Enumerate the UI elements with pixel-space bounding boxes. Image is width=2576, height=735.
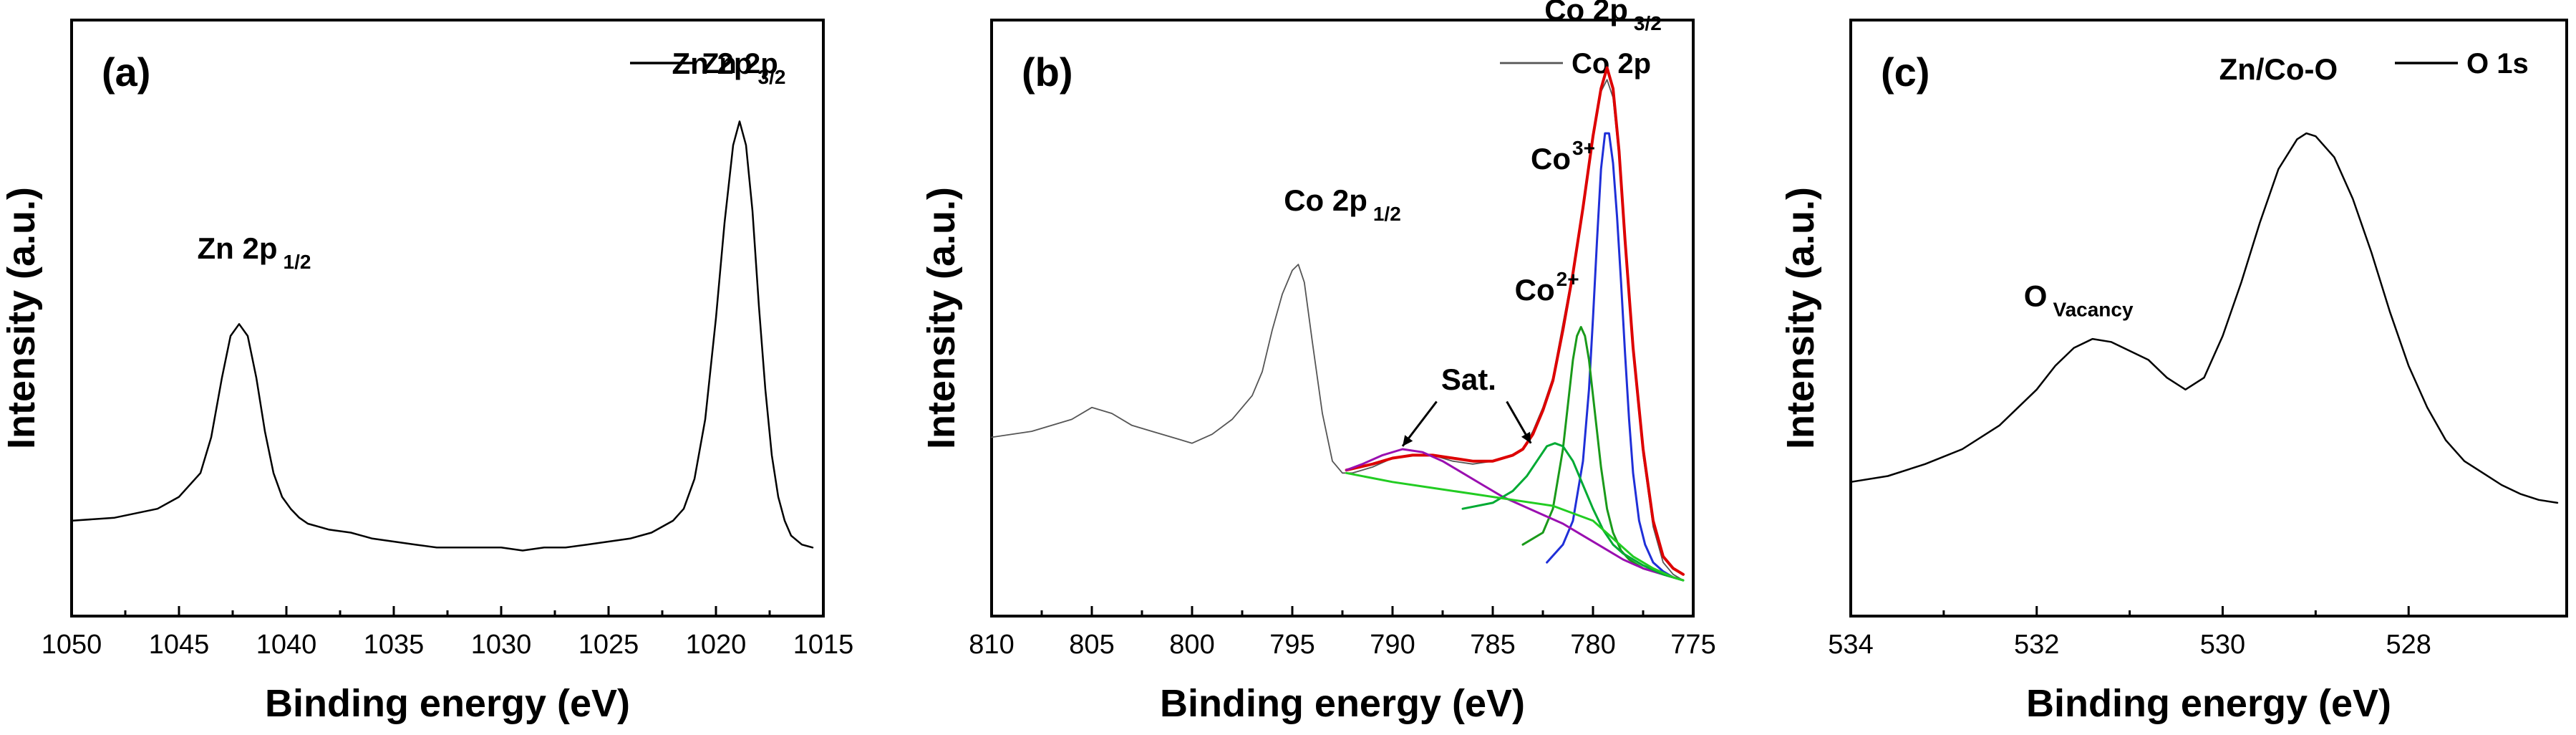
peak-annotation: Zn 2p 3/2	[672, 47, 786, 88]
annotation-text: Co 2p	[1544, 0, 1628, 27]
peak-annotation: Co 2p 1/2	[1284, 183, 1401, 225]
y-axis-label: Intensity (a.u.)	[1779, 187, 1822, 449]
legend-label: Zn 2p	[702, 48, 778, 80]
annotation-text: Co	[1531, 142, 1571, 176]
peak-annotation: Zn 2p 1/2	[198, 231, 311, 273]
x-tick-label: 785	[1470, 630, 1515, 660]
arrow-head	[1521, 431, 1531, 443]
series-line-o-1s	[1849, 132, 2559, 504]
x-axis-label: Binding energy (eV)	[2026, 682, 2391, 725]
annotation-superscript: 3+	[1572, 137, 1595, 159]
x-tick-label: 800	[1169, 630, 1214, 660]
x-tick-label: 1030	[471, 630, 532, 660]
annotation-text: Co	[1515, 273, 1555, 307]
x-tick-label: 1025	[578, 630, 639, 660]
annotation-text: Zn 2p	[198, 231, 278, 265]
annotation-superscript: 2+	[1556, 268, 1579, 290]
series-line-co3-component	[1546, 132, 1685, 582]
peak-annotation: O Vacancy	[2024, 279, 2134, 320]
x-tick-label: 1045	[149, 630, 210, 660]
panel-c: 534 532 530 528 Binding energy (eV) Intensity…	[1779, 19, 2568, 725]
legend-label: Co 2p	[1572, 48, 1651, 80]
plot-frame	[1849, 19, 2568, 618]
peak-annotation: Zn/Co-O	[2219, 52, 2338, 86]
x-tick-label: 780	[1570, 630, 1615, 660]
x-tick-label: 1040	[256, 630, 317, 660]
x-tick-label: 775	[1670, 630, 1715, 660]
x-tick-label: 805	[1069, 630, 1114, 660]
x-tick-label: 790	[1370, 630, 1415, 660]
annotation-subscript: 3/2	[1634, 12, 1662, 34]
plot-frame	[990, 19, 1695, 618]
x-tick-label: 534	[1828, 630, 1873, 660]
x-tick-label: 530	[2200, 630, 2245, 660]
series-line-zn-2p	[70, 120, 814, 552]
annotation-subscript: 1/2	[284, 251, 311, 273]
plot-frame	[70, 19, 825, 618]
panel-label: (c)	[1881, 49, 1929, 95]
annotation-text: O	[2024, 279, 2048, 312]
arrow-head	[1403, 435, 1413, 446]
peak-annotation: Sat.	[1441, 362, 1496, 396]
legend-label: O 1s	[2466, 48, 2529, 80]
x-tick-label: 795	[1269, 630, 1314, 660]
annotation-text: Sat.	[1441, 362, 1496, 396]
y-axis-label: Intensity (a.u.)	[0, 187, 43, 449]
peak-annotation: Co2+	[1515, 268, 1579, 307]
series-line-co3-satellite	[1345, 448, 1685, 582]
series-line-co2-satellite	[1461, 442, 1685, 582]
peak-annotation: Co3+	[1531, 137, 1595, 176]
annotation-text: Co 2p	[1284, 183, 1367, 217]
x-tick-label: 810	[969, 630, 1014, 660]
peak-annotation: Co 2p 3/2	[1544, 0, 1662, 34]
x-tick-label: 532	[2014, 630, 2059, 660]
annotation-text: Zn 2p	[672, 47, 752, 80]
x-tick-label: 1050	[42, 630, 102, 660]
panel-a: 1050 1045 1040 1035 1030 1025 1020 1015 Binding …	[0, 19, 854, 725]
series-line-envelope-fit	[1345, 66, 1685, 576]
series-line-background	[1345, 471, 1685, 582]
x-tick-label: 528	[2386, 630, 2431, 660]
x-axis-label: Binding energy (eV)	[1160, 682, 1525, 725]
x-tick-label: 1035	[364, 630, 425, 660]
panel-label: (b)	[1022, 49, 1073, 95]
annotation-text: Zn/Co-O	[2219, 52, 2338, 86]
annotation-subscript: Vacancy	[2053, 298, 2134, 320]
panel-label: (a)	[102, 49, 150, 95]
x-tick-label: 1015	[793, 630, 854, 660]
panel-b: 810 805 800 795 790 785 780 775 Binding energy (…	[920, 0, 1716, 725]
annotation-subscript: 3/2	[758, 66, 786, 88]
y-axis-label: Intensity (a.u.)	[920, 187, 963, 449]
x-axis-label: Binding energy (eV)	[265, 682, 630, 725]
x-tick-label: 1020	[686, 630, 747, 660]
annotation-subscript: 1/2	[1373, 203, 1401, 225]
